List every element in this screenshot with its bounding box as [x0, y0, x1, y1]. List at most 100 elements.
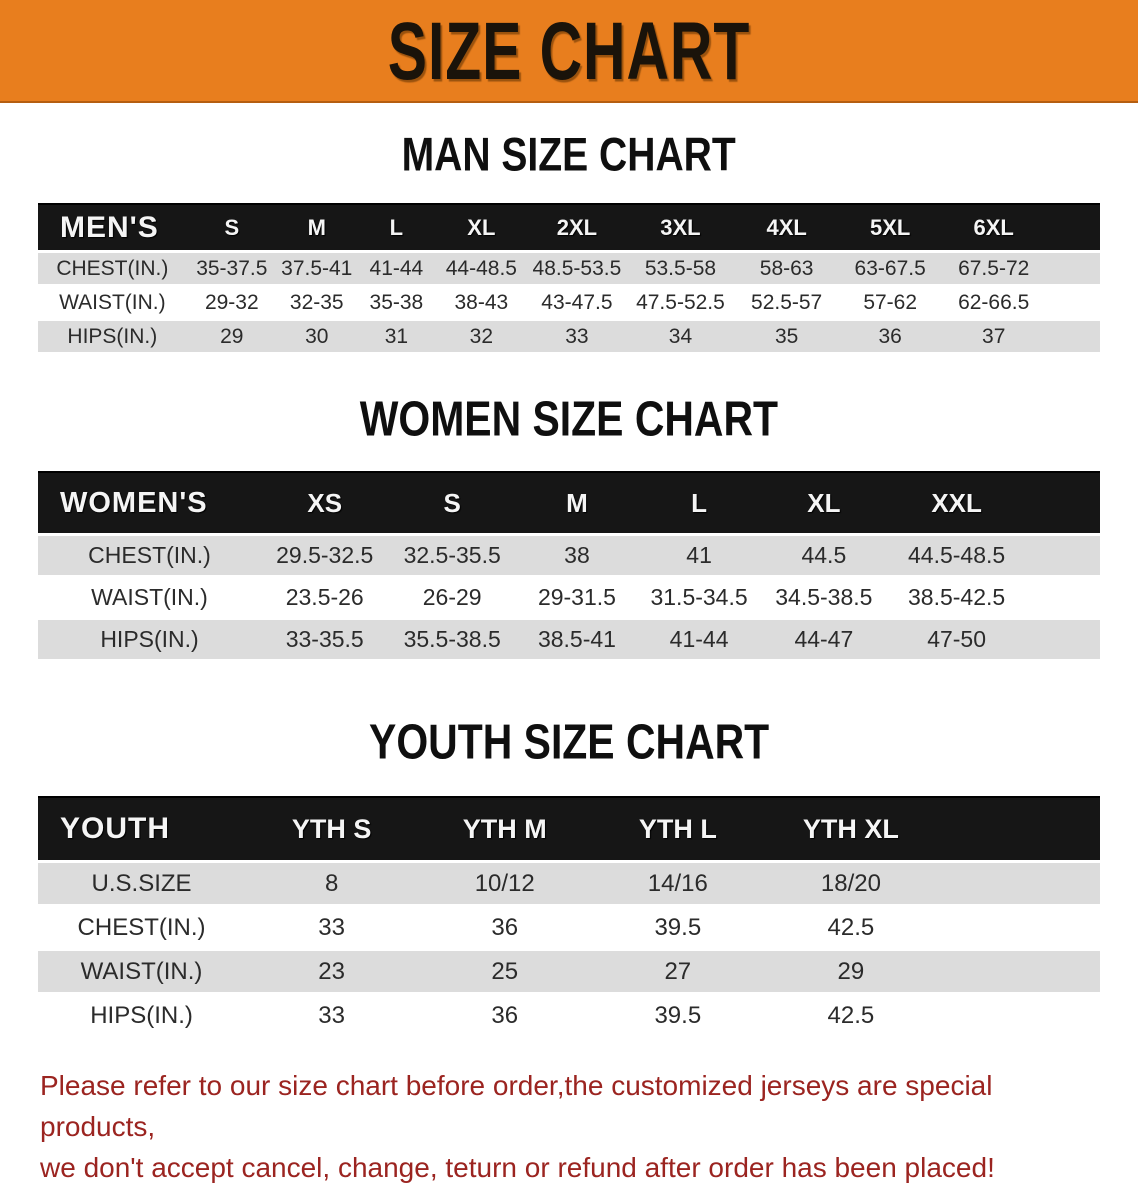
measurement-value-cell: 33 — [245, 993, 419, 1039]
measurement-value-cell: 10/12 — [418, 861, 592, 907]
banner-title: SIZE CHART — [387, 4, 751, 97]
measurement-value-cell: 39.5 — [591, 993, 765, 1039]
measurement-value-cell: 23.5-26 — [261, 576, 389, 620]
measurement-value-cell: 37 — [940, 319, 1047, 355]
measurement-value-cell: 47.5-52.5 — [627, 285, 734, 321]
measurement-value-cell: 57-62 — [839, 285, 941, 321]
size-column-header: L — [638, 471, 761, 536]
measurement-value-cell: 53.5-58 — [627, 251, 734, 287]
measurement-value-cell: 29-32 — [186, 285, 277, 321]
measurement-value-cell: 37.5-41 — [276, 251, 357, 287]
table-row: WAIST(IN.) 23 25 27 29 — [38, 949, 1100, 995]
size-column-header: XL — [760, 471, 888, 536]
size-column-header: YTH XL — [764, 796, 938, 863]
youth-size-chart-heading: YOUTH SIZE CHART — [368, 715, 770, 770]
measurement-value-cell: 34 — [627, 319, 734, 355]
table-corner-label: YOUTH — [38, 796, 246, 863]
measurement-value-cell: 44.5-48.5 — [887, 534, 1026, 578]
measurement-value-cell: 52.5-57 — [733, 285, 840, 321]
measurement-value-cell: 26-29 — [388, 576, 516, 620]
measurement-value-cell: 35-38 — [356, 285, 437, 321]
measurement-value-cell: 31.5-34.5 — [638, 576, 761, 620]
measurement-value-cell: 39.5 — [591, 905, 765, 951]
size-column-header: M — [276, 203, 357, 253]
row-spacer — [1025, 576, 1100, 620]
measurement-value-cell: 33 — [526, 319, 628, 355]
header-spacer — [937, 796, 1100, 863]
measurement-value-cell: 36 — [418, 993, 592, 1039]
table-row: CHEST(IN.) 35-37.5 37.5-41 41-44 44-48.5 48.5… — [38, 251, 1100, 287]
measurement-row-label: WAIST(IN.) — [38, 576, 262, 620]
measurement-value-cell: 14/16 — [591, 861, 765, 907]
size-chart-banner: SIZE CHART — [0, 0, 1138, 103]
measurement-value-cell: 62-66.5 — [940, 285, 1047, 321]
measurement-row-label: HIPS(IN.) — [38, 618, 262, 662]
measurement-row-label: WAIST(IN.) — [38, 949, 246, 995]
measurement-value-cell: 35-37.5 — [186, 251, 277, 287]
measurement-value-cell: 25 — [418, 949, 592, 995]
measurement-value-cell: 38-43 — [436, 285, 527, 321]
women-size-table: WOMEN'S XS S M L XL XXL CHEST(IN.) 29.5-32.5 32.5… — [38, 471, 1100, 662]
row-spacer — [937, 993, 1100, 1039]
man-size-chart-heading: MAN SIZE CHART — [401, 128, 737, 181]
header-spacer — [1046, 203, 1100, 253]
measurement-value-cell: 29.5-32.5 — [261, 534, 389, 578]
measurement-value-cell: 33-35.5 — [261, 618, 389, 662]
row-spacer — [1046, 285, 1100, 321]
measurement-value-cell: 44-47 — [760, 618, 888, 662]
measurement-value-cell: 47-50 — [887, 618, 1026, 662]
measurement-value-cell: 41-44 — [638, 618, 761, 662]
measurement-value-cell: 31 — [356, 319, 437, 355]
disclaimer-line-2: we don't accept cancel, change, teturn o… — [40, 1152, 995, 1183]
measurement-value-cell: 35.5-38.5 — [388, 618, 516, 662]
measurement-value-cell: 23 — [245, 949, 419, 995]
row-spacer — [1025, 618, 1100, 662]
measurement-value-cell: 43-47.5 — [526, 285, 628, 321]
size-column-header: 3XL — [627, 203, 734, 253]
table-row: HIPS(IN.) 29 30 31 32 33 34 35 36 37 — [38, 319, 1100, 355]
size-column-header: XXL — [887, 471, 1026, 536]
measurement-value-cell: 48.5-53.5 — [526, 251, 628, 287]
measurement-value-cell: 33 — [245, 905, 419, 951]
measurement-value-cell: 29-31.5 — [515, 576, 639, 620]
measurement-row-label: CHEST(IN.) — [38, 905, 246, 951]
table-row: WAIST(IN.) 29-32 32-35 35-38 38-43 43-47.5 47.… — [38, 285, 1100, 321]
measurement-value-cell: 41-44 — [356, 251, 437, 287]
measurement-value-cell: 36 — [418, 905, 592, 951]
measurement-value-cell: 42.5 — [764, 993, 938, 1039]
disclaimer-line-1: Please refer to our size chart before or… — [40, 1070, 993, 1142]
row-spacer — [937, 949, 1100, 995]
measurement-value-cell: 34.5-38.5 — [760, 576, 888, 620]
measurement-value-cell: 36 — [839, 319, 941, 355]
measurement-value-cell: 44-48.5 — [436, 251, 527, 287]
measurement-row-label: U.S.SIZE — [38, 861, 246, 907]
header-spacer — [1025, 471, 1100, 536]
measurement-row-label: CHEST(IN.) — [38, 534, 262, 578]
measurement-value-cell: 30 — [276, 319, 357, 355]
measurement-row-label: HIPS(IN.) — [38, 993, 246, 1039]
measurement-value-cell: 38.5-42.5 — [887, 576, 1026, 620]
measurement-value-cell: 27 — [591, 949, 765, 995]
size-column-header: 6XL — [940, 203, 1047, 253]
table-row: HIPS(IN.) 33 36 39.5 42.5 — [38, 993, 1100, 1039]
size-column-header: L — [356, 203, 437, 253]
row-spacer — [1046, 251, 1100, 287]
measurement-row-label: CHEST(IN.) — [38, 251, 187, 287]
measurement-value-cell: 32 — [436, 319, 527, 355]
size-column-header: XS — [261, 471, 389, 536]
size-column-header: M — [515, 471, 639, 536]
men-size-table: MEN'S S M L XL 2XL 3XL 4XL 5XL 6XL CHEST(IN.) 35-37… — [38, 203, 1100, 355]
measurement-value-cell: 44.5 — [760, 534, 888, 578]
size-column-header: YTH S — [245, 796, 419, 863]
row-spacer — [937, 861, 1100, 907]
measurement-value-cell: 32.5-35.5 — [388, 534, 516, 578]
measurement-value-cell: 29 — [764, 949, 938, 995]
size-column-header: 4XL — [733, 203, 840, 253]
measurement-value-cell: 67.5-72 — [940, 251, 1047, 287]
women-size-chart-heading: WOMEN SIZE CHART — [359, 392, 779, 447]
youth-size-table: YOUTH YTH S YTH M YTH L YTH XL U.S.SIZE 8 10/12… — [38, 796, 1100, 1039]
measurement-value-cell: 38 — [515, 534, 639, 578]
size-column-header: YTH L — [591, 796, 765, 863]
measurement-value-cell: 35 — [733, 319, 840, 355]
row-spacer — [1046, 319, 1100, 355]
